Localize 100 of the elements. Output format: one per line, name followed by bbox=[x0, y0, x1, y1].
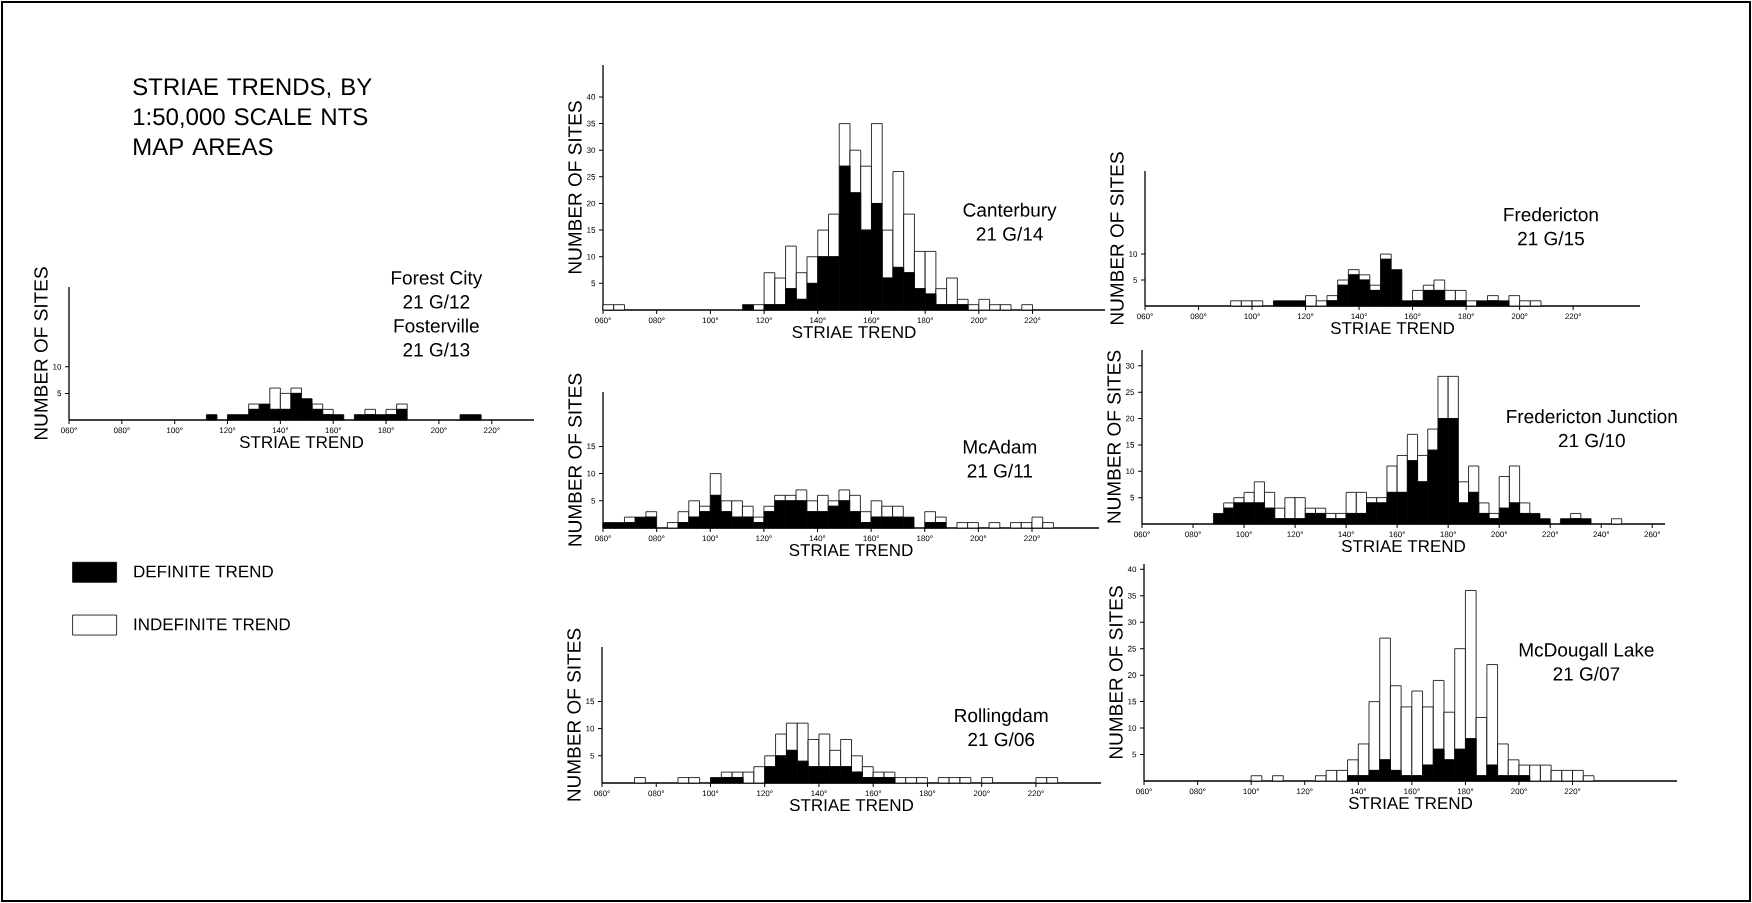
y-axis-title: NUMBER OF SITES bbox=[1107, 350, 1121, 523]
x-tick-label: 200° bbox=[970, 535, 987, 542]
x-tick-label: 060° bbox=[595, 535, 611, 542]
annotation: 21 G/10 bbox=[1558, 433, 1625, 448]
x-tick-label: 100° bbox=[702, 790, 719, 797]
x-tick-label: 260° bbox=[1644, 531, 1661, 538]
annotation: 21 G/07 bbox=[1553, 666, 1620, 681]
annotation: 21 G/13 bbox=[403, 342, 470, 357]
annotation: 21 G/12 bbox=[403, 294, 470, 309]
y-tick-label: 20 bbox=[586, 200, 596, 207]
y-tick-label: 35 bbox=[1127, 592, 1137, 599]
x-tick-label: 200° bbox=[1511, 788, 1527, 795]
x-axis-title: STRIAE TREND bbox=[792, 326, 916, 339]
x-tick-label: 180° bbox=[1440, 531, 1456, 538]
x-tick-label: 100° bbox=[1243, 788, 1259, 795]
y-tick-label: 15 bbox=[587, 227, 596, 233]
x-tick-label: 160° bbox=[325, 427, 341, 434]
x-tick-label: 080° bbox=[648, 790, 665, 797]
x-tick-label: 200° bbox=[1511, 313, 1528, 320]
annotation: 21 G/15 bbox=[1518, 231, 1584, 246]
x-tick-label: 220° bbox=[1565, 313, 1581, 320]
annotation: McDougall Lake bbox=[1519, 642, 1654, 661]
x-tick-label: 220° bbox=[1028, 790, 1044, 797]
x-tick-label: 100° bbox=[1244, 313, 1260, 320]
y-tick-label: 30 bbox=[1125, 362, 1135, 369]
x-axis-title: STRIAE TREND bbox=[1348, 797, 1473, 810]
x-tick-label: 180° bbox=[1458, 313, 1474, 320]
x-tick-label: 160° bbox=[1389, 531, 1405, 538]
x-tick-label: 120° bbox=[1297, 313, 1314, 320]
x-tick-label: 220° bbox=[1024, 317, 1041, 324]
x-tick-label: 160° bbox=[863, 535, 879, 542]
x-tick-label: 080° bbox=[1189, 788, 1206, 795]
y-tick-label: 10 bbox=[1129, 251, 1138, 257]
x-tick-label: 060° bbox=[1137, 313, 1153, 320]
y-axis-title: NUMBER OF SITES bbox=[568, 373, 582, 546]
x-tick-label: 180° bbox=[378, 427, 394, 434]
x-tick-label: 140° bbox=[1351, 313, 1367, 320]
x-axis-title: STRIAE TREND bbox=[239, 436, 364, 449]
x-tick-label: 200° bbox=[970, 317, 987, 324]
y-tick-label: 10 bbox=[1128, 725, 1137, 731]
annotation: Fosterville bbox=[394, 318, 479, 333]
x-axis-title: STRIAE TREND bbox=[1330, 322, 1455, 335]
y-tick-label: 15 bbox=[587, 443, 596, 450]
y-axis-title: NUMBER OF SITES bbox=[1109, 586, 1123, 759]
y-tick-label: 5 bbox=[1130, 494, 1135, 501]
x-tick-label: 100° bbox=[702, 535, 719, 542]
annotation: 21 G/11 bbox=[967, 463, 1032, 478]
annotation: McAdam bbox=[963, 439, 1037, 454]
x-tick-label: 100° bbox=[1236, 531, 1252, 538]
y-axis-title: NUMBER OF SITES bbox=[34, 267, 48, 440]
x-tick-label: 200° bbox=[1491, 531, 1507, 538]
x-tick-label: 180° bbox=[919, 790, 936, 797]
x-tick-label: 120° bbox=[757, 790, 773, 797]
y-axis-title: NUMBER OF SITES bbox=[1110, 152, 1124, 325]
legend-label: DEFINITE TREND bbox=[134, 565, 273, 578]
annotation: Forest City bbox=[391, 270, 483, 289]
x-tick-label: 120° bbox=[756, 317, 772, 324]
annotation: 21 G/06 bbox=[968, 732, 1035, 747]
y-tick-label: 25 bbox=[1125, 389, 1135, 396]
x-tick-label: 220° bbox=[483, 427, 500, 434]
x-tick-label: 180° bbox=[917, 535, 933, 542]
x-tick-label: 120° bbox=[1287, 531, 1303, 538]
y-tick-label: 5 bbox=[590, 753, 595, 759]
y-tick-label: 15 bbox=[1128, 698, 1137, 705]
y-tick-label: 5 bbox=[1132, 751, 1137, 758]
annotation: 21 G/14 bbox=[976, 226, 1043, 241]
x-tick-label: 180° bbox=[1457, 788, 1474, 795]
x-axis-title: STRIAE TREND bbox=[789, 544, 913, 557]
y-tick-label: 30 bbox=[586, 147, 596, 154]
x-tick-label: 080° bbox=[648, 317, 665, 324]
x-tick-label: 060° bbox=[61, 427, 77, 434]
annotation: Fredericton Junction bbox=[1507, 409, 1677, 424]
x-tick-label: 100° bbox=[167, 427, 183, 434]
x-axis-title: STRIAE TREND bbox=[789, 799, 914, 812]
y-tick-label: 15 bbox=[586, 698, 595, 705]
x-tick-label: 080° bbox=[1185, 531, 1201, 538]
x-tick-label: 200° bbox=[973, 790, 990, 797]
y-tick-label: 5 bbox=[591, 498, 596, 504]
x-tick-label: 060° bbox=[594, 790, 610, 797]
x-tick-label: 120° bbox=[219, 427, 236, 434]
y-tick-label: 20 bbox=[1127, 672, 1137, 678]
annotation: Canterbury bbox=[963, 202, 1057, 221]
x-tick-label: 080° bbox=[648, 535, 665, 542]
y-tick-label: 10 bbox=[586, 725, 595, 732]
y-tick-label: 40 bbox=[1127, 566, 1137, 573]
x-tick-label: 160° bbox=[865, 790, 881, 797]
y-tick-label: 40 bbox=[586, 94, 596, 100]
y-axis-title: NUMBER OF SITES bbox=[568, 101, 582, 274]
y-tick-label: 25 bbox=[1127, 645, 1137, 652]
x-tick-label: 080° bbox=[1190, 313, 1207, 320]
x-tick-label: 140° bbox=[810, 317, 826, 324]
x-tick-label: 140° bbox=[811, 790, 827, 797]
x-tick-label: 120° bbox=[1297, 788, 1313, 795]
x-tick-label: 120° bbox=[756, 535, 772, 542]
x-tick-label: 220° bbox=[1564, 788, 1581, 795]
x-axis-title: STRIAE TREND bbox=[1341, 540, 1466, 553]
x-tick-label: 100° bbox=[702, 317, 719, 324]
y-tick-label: 30 bbox=[1127, 619, 1137, 626]
x-tick-label: 220° bbox=[1542, 531, 1558, 538]
y-tick-label: 20 bbox=[1125, 415, 1135, 422]
